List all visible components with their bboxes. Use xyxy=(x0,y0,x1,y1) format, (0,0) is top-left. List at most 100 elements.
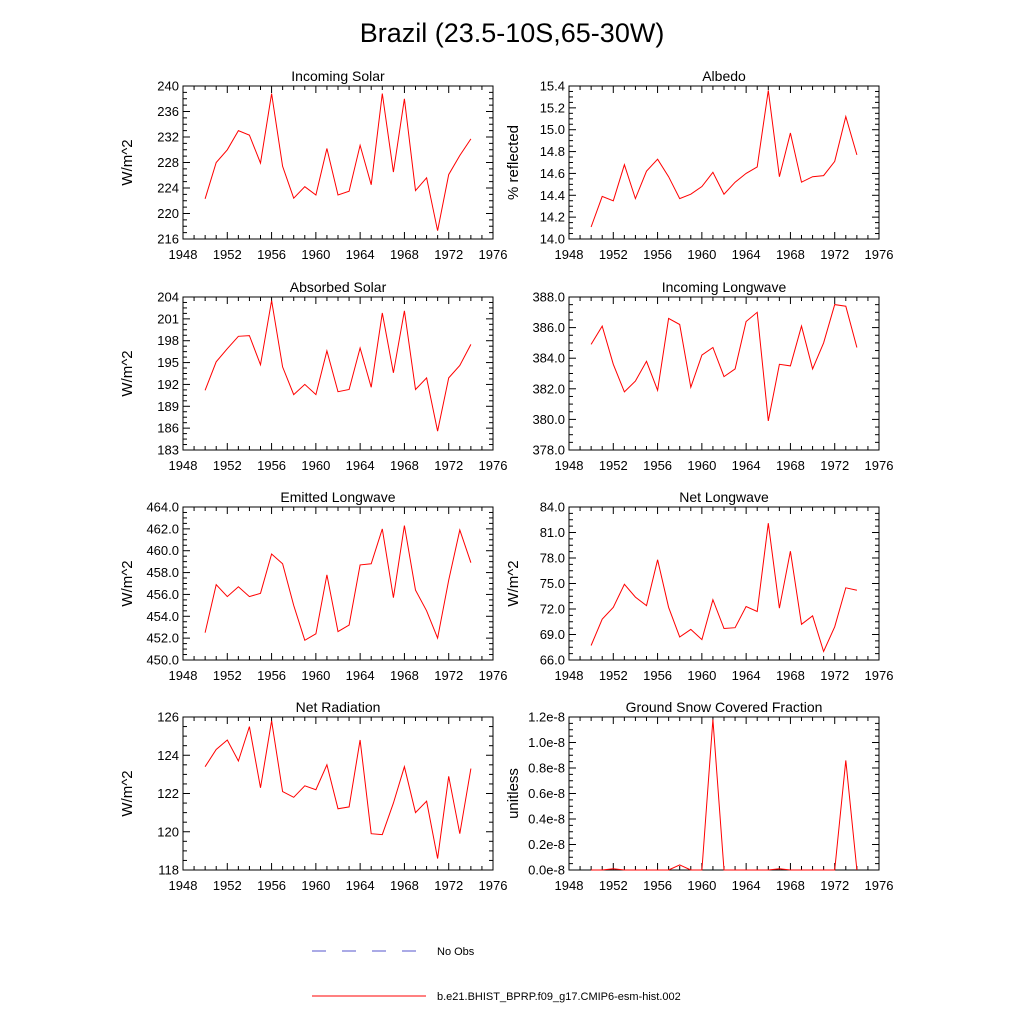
y-tick-label: 195 xyxy=(157,355,179,370)
x-tick-label: 1956 xyxy=(257,247,286,262)
x-tick-label: 1968 xyxy=(390,247,419,262)
y-tick-label: 66.0 xyxy=(540,653,565,668)
x-tick-label: 1956 xyxy=(257,878,286,893)
y-tick-label: 462.0 xyxy=(146,521,179,536)
plot-frame xyxy=(568,296,880,451)
y-axis-label: W/m^2 xyxy=(119,770,136,816)
x-tick-label: 1976 xyxy=(479,668,508,683)
y-tick-label: 220 xyxy=(157,206,179,221)
x-tick-label: 1968 xyxy=(390,878,419,893)
x-tick-label: 1960 xyxy=(687,878,716,893)
y-tick-label: 232 xyxy=(157,130,179,145)
y-tick-label: 189 xyxy=(157,399,179,414)
y-tick-label: 81.0 xyxy=(540,525,565,540)
y-tick-label: 458.0 xyxy=(146,565,179,580)
y-tick-label: 75.0 xyxy=(540,576,565,591)
x-tick-label: 1952 xyxy=(213,668,242,683)
y-tick-label: 201 xyxy=(157,311,179,326)
x-tick-label: 1952 xyxy=(599,458,628,473)
y-axis-label: W/m^2 xyxy=(119,350,136,396)
y-axis-label: W/m^2 xyxy=(505,560,522,606)
panel-8: Ground Snow Covered Fraction unitless 0.0e… xyxy=(505,699,893,893)
x-tick-label: 1956 xyxy=(643,247,672,262)
x-tick-label: 1952 xyxy=(213,458,242,473)
panel-title: Emitted Longwave xyxy=(280,489,395,505)
series-line xyxy=(590,304,858,421)
y-tick-label: 224 xyxy=(157,181,179,196)
x-tick-label: 1956 xyxy=(643,668,672,683)
series-line xyxy=(204,300,472,432)
panel-title: Net Longwave xyxy=(679,489,769,505)
y-tick-label: 14.6 xyxy=(540,166,565,181)
y-tick-label: 126 xyxy=(157,710,179,725)
panel-title: Albedo xyxy=(702,68,746,84)
panel-5: Emitted Longwave W/m^2 450.0 452.0 454.0 456.… xyxy=(119,489,507,683)
y-tick-label: 14.0 xyxy=(540,232,565,247)
x-tick-label: 1960 xyxy=(301,878,330,893)
x-tick-label: 1972 xyxy=(434,247,463,262)
x-tick-label: 1948 xyxy=(169,878,198,893)
y-tick-label: 84.0 xyxy=(540,500,565,515)
plot-frame xyxy=(568,85,880,240)
legend: No Obs b.e21.BHIST_BPRP.f09_g17.CMIP6-es… xyxy=(312,946,681,1003)
x-tick-label: 1952 xyxy=(213,878,242,893)
figure-title: Brazil (23.5-10S,65-30W) xyxy=(360,18,665,48)
x-tick-label: 1976 xyxy=(865,668,894,683)
x-tick-label: 1976 xyxy=(865,878,894,893)
panels: Incoming Solar W/m^2 216 220 224 228 232 236 240… xyxy=(119,68,893,893)
panel-title: Ground Snow Covered Fraction xyxy=(626,699,823,715)
y-tick-label: 0.8e-8 xyxy=(528,761,565,776)
panel-title: Net Radiation xyxy=(296,699,381,715)
x-tick-label: 1960 xyxy=(301,458,330,473)
panel-title: Absorbed Solar xyxy=(290,279,387,295)
panel-title: Incoming Solar xyxy=(291,68,385,84)
y-tick-label: 0.6e-8 xyxy=(528,786,565,801)
y-tick-label: 456.0 xyxy=(146,587,179,602)
y-tick-label: 118 xyxy=(158,863,179,878)
panel-1: Incoming Solar W/m^2 216 220 224 228 232 236 240… xyxy=(119,68,507,262)
series-line xyxy=(590,523,858,653)
y-tick-label: 122 xyxy=(157,786,179,801)
panel-4: Incoming Longwave 378.0 380.0 382.0 384.0 386… xyxy=(532,279,893,473)
y-tick-label: 124 xyxy=(157,748,179,763)
y-tick-label: 0.2e-8 xyxy=(528,837,565,852)
x-tick-label: 1964 xyxy=(346,458,375,473)
legend-model-label: b.e21.BHIST_BPRP.f09_g17.CMIP6-esm-hist.… xyxy=(437,991,681,1003)
x-tick-label: 1976 xyxy=(479,247,508,262)
y-tick-label: 15.4 xyxy=(540,79,565,94)
x-tick-label: 1960 xyxy=(301,247,330,262)
y-tick-label: 460.0 xyxy=(146,543,179,558)
y-tick-label: 1.0e-8 xyxy=(528,735,565,750)
y-tick-label: 454.0 xyxy=(146,609,179,624)
plot-frame xyxy=(182,296,494,451)
y-tick-label: 388.0 xyxy=(532,290,565,305)
x-tick-label: 1972 xyxy=(434,458,463,473)
y-tick-label: 228 xyxy=(157,155,179,170)
y-tick-label: 452.0 xyxy=(146,631,179,646)
y-tick-label: 380.0 xyxy=(532,412,565,427)
x-tick-label: 1972 xyxy=(434,668,463,683)
y-tick-label: 382.0 xyxy=(532,381,565,396)
plot-frame xyxy=(568,716,880,871)
x-tick-label: 1952 xyxy=(599,668,628,683)
series-line xyxy=(590,90,858,228)
x-tick-label: 1952 xyxy=(599,878,628,893)
y-tick-label: 0.0e-8 xyxy=(528,863,565,878)
y-tick-label: 72.0 xyxy=(540,602,565,617)
x-tick-label: 1948 xyxy=(555,668,584,683)
x-tick-label: 1968 xyxy=(776,247,805,262)
x-tick-label: 1976 xyxy=(865,247,894,262)
y-tick-label: 216 xyxy=(157,232,179,247)
x-tick-label: 1960 xyxy=(301,668,330,683)
y-tick-label: 192 xyxy=(157,377,179,392)
x-tick-label: 1972 xyxy=(820,458,849,473)
x-tick-label: 1968 xyxy=(390,668,419,683)
series-line xyxy=(204,525,472,642)
x-tick-label: 1972 xyxy=(820,878,849,893)
x-tick-label: 1964 xyxy=(732,668,761,683)
x-tick-label: 1952 xyxy=(213,247,242,262)
y-tick-label: 14.8 xyxy=(540,144,565,159)
y-tick-label: 198 xyxy=(157,333,179,348)
y-axis-label: unitless xyxy=(505,768,522,819)
